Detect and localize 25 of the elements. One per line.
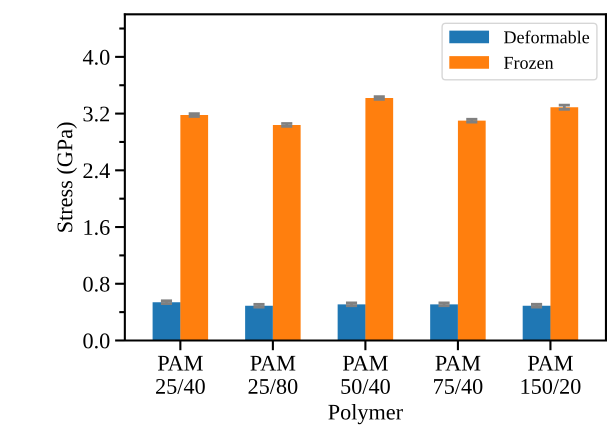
x-tick-label: PAM 150/20 <box>522 356 580 394</box>
bar <box>245 306 273 340</box>
y-tick-label: 2.4 <box>83 163 110 178</box>
bar <box>365 98 394 340</box>
y-tick-label: 1.6 <box>84 220 110 236</box>
y-tick-label: 4.0 <box>82 50 110 65</box>
x-tick-label: PAM 50/40 <box>341 356 390 394</box>
bar <box>272 124 301 340</box>
y-tick-label: 3.2 <box>84 106 110 122</box>
bar <box>550 107 578 340</box>
bar <box>338 304 366 340</box>
x-tick-label: PAM 25/80 <box>248 356 298 394</box>
y-tick-label: 0.8 <box>83 276 110 292</box>
y-axis-title: Stress (GPa) <box>56 122 77 232</box>
x-tick-label: PAM 25/40 <box>156 356 205 394</box>
y-tick-label: 0.0 <box>83 333 110 349</box>
legend-label: Frozen <box>504 56 554 69</box>
legend-label: Deformable <box>504 30 590 44</box>
x-tick-label: PAM 75/40 <box>434 356 482 394</box>
bar <box>180 115 208 340</box>
bar <box>152 302 180 340</box>
bar <box>458 120 486 340</box>
x-axis-title: Polymer <box>328 404 403 424</box>
bar <box>522 306 550 340</box>
bar <box>430 304 458 340</box>
